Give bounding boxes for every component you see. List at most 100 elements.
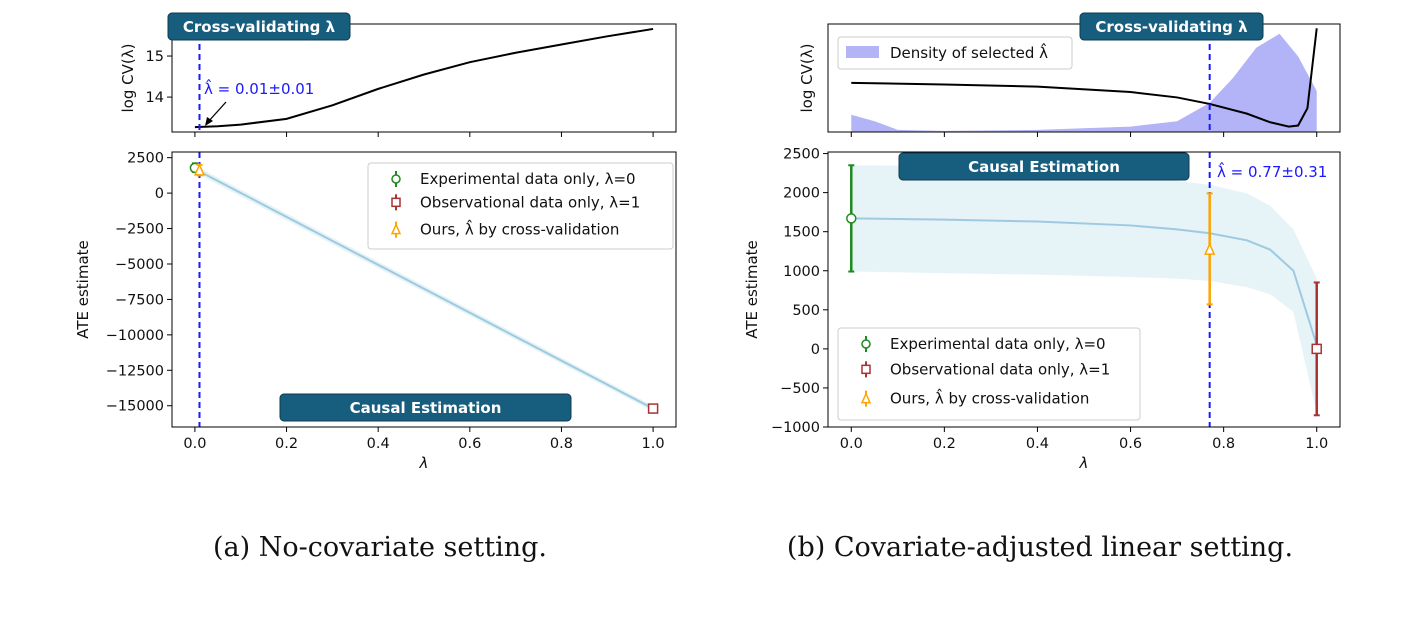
- triangle-marker: [1204, 242, 1216, 255]
- estimate-curve: [851, 217, 1318, 346]
- triangle-marker: [193, 163, 206, 176]
- y-tick-label: −10000: [106, 328, 164, 344]
- circle-marker: [846, 213, 857, 224]
- y-tick-label: −5000: [115, 257, 164, 273]
- banner-label: Causal Estimation: [968, 158, 1120, 176]
- x-tick-label: 0.4: [367, 436, 390, 452]
- banner-label: Cross-validating λ: [1095, 18, 1248, 36]
- banner-label: Causal Estimation: [350, 399, 502, 417]
- legend-label: Experimental data only, λ=0: [420, 170, 636, 188]
- y-axis-label: ATE estimate: [743, 240, 761, 339]
- banner: Cross-validating λ: [167, 12, 351, 41]
- legend-label: Ours, λ̂ by cross-validation: [890, 388, 1089, 408]
- banner: Cross-validating λ: [1079, 12, 1264, 41]
- annotation-arrow: [207, 101, 227, 123]
- lambda-hat-annotation: λ̂ = 0.01±0.01: [204, 78, 314, 98]
- panel-b-top: log CV(λ) Density of selected λ̂ Cross-val…: [798, 12, 1341, 137]
- y-tick-label: 0: [155, 186, 164, 202]
- circle-marker: [391, 174, 401, 184]
- y-axis-label: log CV(λ): [798, 44, 816, 113]
- lambda-hat-annotation: λ̂ = 0.77±0.31: [1217, 161, 1327, 181]
- triangle-marker: [390, 222, 402, 235]
- y-tick-label: 2500: [127, 151, 164, 167]
- y-tick-label: 500: [792, 303, 820, 319]
- caption-b: (b) Covariate-adjusted linear setting.: [787, 532, 1293, 563]
- y-tick-label: 14: [146, 90, 164, 106]
- confidence-band: [851, 165, 1317, 413]
- axes-frame: [171, 23, 677, 133]
- x-tick-label: 0.8: [550, 436, 573, 452]
- legend-label: Experimental data only, λ=0: [890, 335, 1106, 353]
- x-tick-label: 0.0: [840, 436, 863, 452]
- y-tick-label: 1000: [783, 264, 820, 280]
- y-tick-label: 15: [146, 49, 164, 65]
- square-marker: [1311, 343, 1322, 355]
- x-tick-label: 0.8: [1212, 436, 1235, 452]
- y-tick-label: 2500: [783, 147, 820, 163]
- y-axis-label: log CV(λ): [119, 44, 137, 113]
- x-tick-label: 0.6: [1119, 436, 1142, 452]
- x-tick-label: 0.4: [1026, 436, 1049, 452]
- cv-curve: [851, 28, 1318, 128]
- x-tick-label: 1.0: [1305, 436, 1328, 452]
- plot-area: [851, 24, 1318, 132]
- plot-area: [846, 152, 1322, 427]
- triangle-marker: [860, 391, 872, 404]
- circle-marker: [861, 339, 871, 349]
- panel-b-bottom: 0.0 0.2 0.4 0.6 0.8 1.0 2500 2000 1500 1000 500 0 −5…: [743, 147, 1341, 472]
- y-tick-label: 0: [811, 342, 820, 358]
- banner-box: [898, 152, 1190, 181]
- square-marker: [391, 197, 401, 208]
- banner-box: [1079, 12, 1264, 41]
- y-tick-label: 1500: [783, 225, 820, 241]
- banner: Causal Estimation: [898, 152, 1190, 181]
- banner-box: [167, 12, 351, 41]
- banner-box: [279, 393, 572, 422]
- data-point-triangle: [193, 163, 206, 177]
- banner: Causal Estimation: [279, 393, 572, 422]
- y-tick-label: −15000: [106, 399, 164, 415]
- data-point-circle: [846, 164, 857, 273]
- plot-area: [194, 24, 654, 132]
- x-tick-label: 0.2: [933, 436, 956, 452]
- legend: Experimental data only, λ=0 Observational…: [837, 327, 1141, 421]
- data-point-square: [647, 403, 659, 414]
- x-axis-label: λ: [419, 454, 429, 472]
- legend: Density of selected λ̂: [837, 36, 1073, 70]
- legend-label: Density of selected λ̂: [890, 42, 1048, 62]
- legend-label: Observational data only, λ=1: [890, 360, 1110, 378]
- x-tick-label: 0.6: [458, 436, 481, 452]
- legend-label: Observational data only, λ=1: [420, 193, 640, 211]
- banner-label: Cross-validating λ: [183, 18, 336, 36]
- y-tick-label: −12500: [106, 363, 164, 379]
- square-marker: [861, 364, 871, 375]
- legend-swatch: [846, 46, 879, 58]
- y-axis-label: ATE estimate: [74, 240, 92, 339]
- legend-box: [837, 36, 1073, 70]
- x-tick-label: 0.0: [183, 436, 206, 452]
- data-point-triangle: [1204, 192, 1216, 306]
- panel-a-bottom: 0.0 0.2 0.4 0.6 0.8 1.0 2500 0 −2500 −5000 −7500 −1…: [74, 151, 677, 472]
- panel-a-top: 14 15 log CV(λ) λ̂ = 0.01±0.01 Cross-validat…: [119, 12, 677, 137]
- y-tick-label: 2000: [783, 186, 820, 202]
- axes-frame: [171, 151, 677, 428]
- y-tick-label: −500: [780, 381, 820, 397]
- cv-curve: [194, 27, 654, 129]
- x-tick-label: 0.2: [275, 436, 298, 452]
- legend-box: [367, 162, 674, 250]
- axes-frame: [827, 151, 1341, 428]
- x-axis-label: λ: [1079, 454, 1089, 472]
- x-tick-label: 1.0: [642, 436, 665, 452]
- y-tick-label: −2500: [115, 222, 164, 238]
- data-point-square: [1311, 281, 1322, 417]
- plot-area: [189, 152, 659, 427]
- legend-box: [837, 327, 1141, 421]
- y-tick-label: −7500: [115, 292, 164, 308]
- estimate-curve: [194, 168, 654, 410]
- arrow-head: [205, 117, 213, 126]
- caption-a: (a) No-covariate setting.: [213, 532, 547, 563]
- legend: Experimental data only, λ=0 Observational…: [367, 162, 674, 250]
- legend-label: Ours, λ̂ by cross-validation: [420, 219, 619, 239]
- square-marker: [647, 403, 659, 414]
